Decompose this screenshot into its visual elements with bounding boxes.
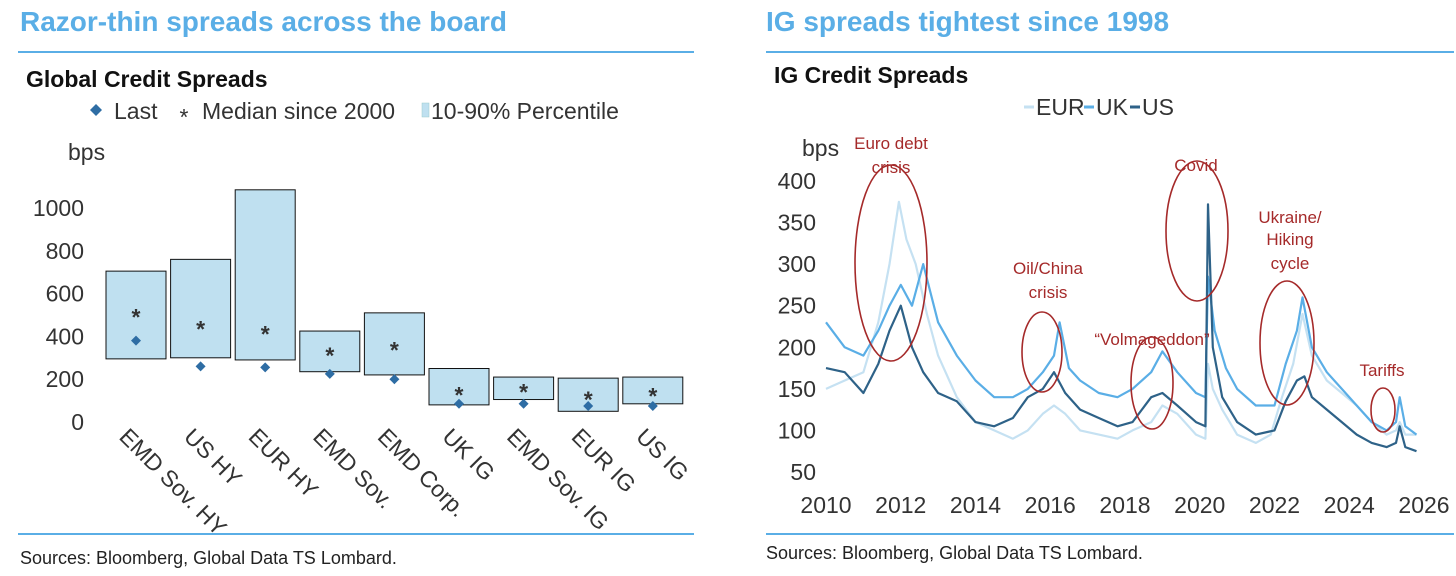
legend-eur-label: EUR: [1036, 94, 1085, 120]
last-marker: [583, 400, 594, 411]
last-marker: [647, 400, 658, 411]
right-y-tick-label: 350: [778, 210, 816, 236]
left-source: Sources: Bloomberg, Global Data TS Lomba…: [20, 548, 397, 568]
left-y-tick-label: 0: [71, 409, 84, 435]
median-marker: *: [325, 343, 334, 369]
right-y-tick-label: 200: [778, 334, 816, 360]
last-marker: [195, 361, 206, 372]
median-marker: *: [648, 383, 657, 409]
right-legend: EUR UK US: [1024, 94, 1174, 120]
right-x-tick-label: 2020: [1174, 492, 1225, 518]
annotation-label: Euro debt: [854, 134, 928, 153]
left-legend: Last * Median since 2000 10-90% Percentile: [90, 98, 619, 130]
annotation-label: Covid: [1174, 156, 1217, 175]
annotation-ellipse: [1165, 160, 1229, 302]
median-marker: *: [261, 321, 270, 347]
global-credit-spreads-chart: Last * Median since 2000 10-90% Percentile b…: [33, 98, 694, 541]
right-y-tick-label: 100: [778, 417, 816, 443]
right-x-tick-label: 2026: [1398, 492, 1449, 518]
legend-percentile-label: 10-90% Percentile: [431, 98, 619, 124]
last-marker: [518, 398, 529, 409]
right-bottom-rule: [766, 533, 1454, 535]
left-y-tick-label: 200: [46, 366, 84, 392]
right-x-tick-label: 2014: [950, 492, 1001, 518]
annotation-label: crisis: [872, 158, 911, 177]
series-line-us: [825, 203, 1417, 453]
annotation-ellipse: [1259, 280, 1315, 406]
annotation-label: Ukraine/: [1258, 208, 1322, 227]
left-y-tick-label: 800: [46, 238, 84, 264]
right-y-tick-label: 400: [778, 168, 816, 194]
legend-last-label: Last: [114, 98, 158, 124]
right-x-tick-label: 2022: [1249, 492, 1300, 518]
right-x-tick-label: 2010: [800, 492, 851, 518]
left-bottom-rule: [18, 533, 694, 535]
left-headline: Razor-thin spreads across the board: [20, 6, 508, 37]
left-chart-title: Global Credit Spreads: [26, 66, 268, 92]
annotation-ellipse: [1130, 336, 1174, 430]
last-marker: [324, 368, 335, 379]
legend-median-label: Median since 2000: [202, 98, 395, 124]
median-marker: *: [584, 386, 593, 412]
series-line-uk: [825, 263, 1418, 436]
left-y-tick-label: 1000: [33, 195, 84, 221]
legend-uk-label: UK: [1096, 94, 1129, 120]
percentile-box: [363, 312, 425, 376]
annotation-ellipse: [854, 164, 928, 362]
left-y-tick-label: 400: [46, 323, 84, 349]
annotation-label: crisis: [1029, 283, 1068, 302]
median-marker: *: [519, 379, 528, 405]
right-chart-panel: IG spreads tightest since 1998 IG Credit…: [744, 0, 1456, 576]
percentile-box: [622, 376, 684, 405]
percentile-box: [557, 377, 619, 412]
right-y-axis-label: bps: [802, 135, 839, 161]
right-y-tick-label: 300: [778, 251, 816, 277]
left-y-axis-label: bps: [68, 139, 105, 165]
legend-last-marker: [90, 104, 102, 116]
median-marker: *: [455, 382, 464, 408]
right-y-tick-label: 50: [790, 459, 816, 485]
legend-percentile-swatch: [421, 102, 430, 118]
left-y-tick-label: 600: [46, 281, 84, 307]
annotation-label: cycle: [1271, 254, 1310, 273]
percentile-box: [299, 330, 361, 373]
ig-credit-spreads-chart: EUR UK US bps 50 100 150 200 250 300 350 400 2010 201…: [778, 94, 1450, 518]
annotation-label: Tariffs: [1359, 361, 1404, 380]
annotation-label: “Volmageddon”: [1094, 330, 1210, 349]
legend-us-label: US: [1142, 94, 1174, 120]
left-x-category-label: UK IG: [437, 423, 500, 486]
median-marker: *: [390, 337, 399, 363]
series-line-eur: [825, 200, 1417, 444]
last-marker: [131, 335, 141, 346]
annotation-label: Hiking: [1266, 230, 1313, 249]
left-x-category-label: US IG: [631, 423, 694, 486]
right-x-tick-label: 2012: [875, 492, 926, 518]
percentile-box: [234, 189, 296, 361]
left-x-category-label: EUR HY: [244, 423, 324, 503]
right-x-tick-label: 2024: [1324, 492, 1375, 518]
right-headline: IG spreads tightest since 1998: [766, 6, 1170, 37]
right-x-tick-label: 2016: [1025, 492, 1076, 518]
last-marker: [454, 398, 464, 409]
left-chart-panel: Razor-thin spreads across the board Glob…: [0, 0, 712, 576]
right-x-tick-label: 2018: [1099, 492, 1150, 518]
right-chart-title: IG Credit Spreads: [774, 62, 969, 88]
percentile-box: [170, 258, 232, 359]
right-y-tick-label: 150: [778, 376, 816, 402]
right-y-tick-label: 250: [778, 293, 816, 319]
annotation-label: Oil/China: [1013, 259, 1083, 278]
right-source: Sources: Bloomberg, Global Data TS Lomba…: [766, 543, 1143, 563]
legend-median-marker: *: [180, 104, 189, 130]
annotation-ellipse: [1021, 311, 1063, 393]
median-marker: *: [196, 316, 205, 342]
annotation-ellipse: [1370, 387, 1396, 433]
right-top-rule: [766, 51, 1454, 53]
last-marker: [260, 362, 271, 373]
left-top-rule: [18, 51, 694, 53]
last-marker: [389, 374, 400, 385]
median-marker: *: [132, 304, 141, 330]
